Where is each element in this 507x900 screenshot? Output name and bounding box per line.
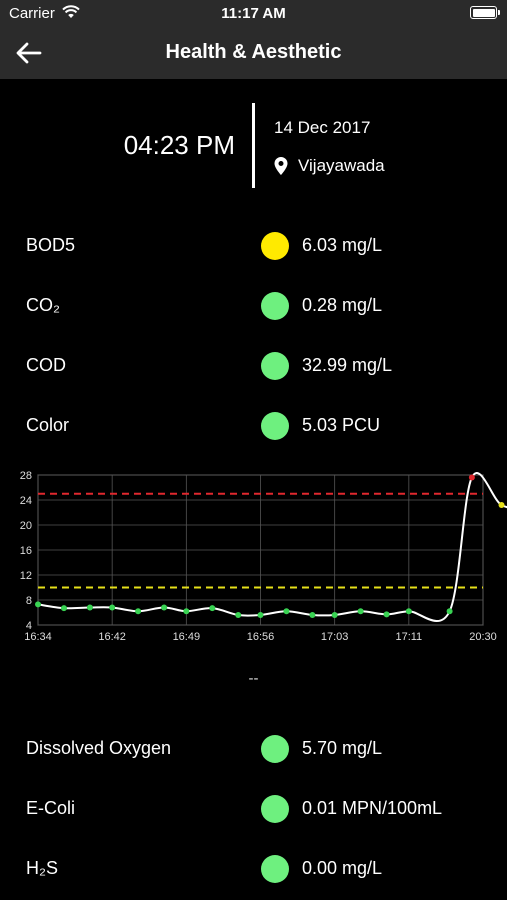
param-value: 5.70 mg/L: [302, 738, 383, 758]
data-point: [283, 608, 290, 615]
y-tick-label: 28: [20, 470, 32, 482]
param-row-color[interactable]: Color 5.03 PCU: [0, 406, 507, 446]
param-row-co2[interactable]: CO₂ 0.28 mg/L: [0, 286, 507, 326]
y-tick-label: 12: [20, 570, 32, 582]
y-tick-label: 24: [20, 495, 32, 507]
data-point: [35, 601, 41, 608]
data-point: [209, 605, 216, 612]
param-row-cod[interactable]: COD 32.99 mg/L: [0, 346, 507, 386]
location-pin-icon: [274, 157, 288, 175]
x-tick-label: 17:03: [321, 631, 349, 643]
param-label: E-Coli: [26, 798, 76, 818]
data-point: [161, 604, 168, 611]
y-tick-label: 20: [20, 520, 32, 532]
data-point: [405, 608, 412, 615]
param-row-h2s[interactable]: H₂S 0.00 mg/L: [0, 849, 507, 889]
status-bar: Carrier 11:17 AM: [0, 0, 507, 26]
status-dot: [261, 795, 289, 823]
param-value: 0.00 mg/L: [302, 858, 383, 878]
data-point: [357, 608, 364, 615]
data-point: [498, 502, 505, 508]
param-value: 32.99 mg/L: [302, 355, 393, 375]
status-dot: [261, 855, 289, 883]
param-value: 5.03 PCU: [302, 415, 381, 435]
y-tick-label: 8: [26, 595, 32, 607]
y-tick-label: 4: [26, 620, 32, 632]
param-label: BOD5: [26, 235, 76, 255]
reading-date: 14 Dec 2017: [274, 118, 371, 137]
status-dot: [261, 352, 289, 380]
trend-chart[interactable]: 4 8 12 16 20 24 28 16:34 16:42 16:49 16:56 17:03 17:…: [0, 460, 507, 660]
data-point: [383, 611, 390, 618]
x-tick-label: 16:56: [247, 631, 275, 643]
wifi-icon: [62, 5, 80, 18]
data-point: [309, 612, 316, 618]
arrow-left-icon[interactable]: [14, 38, 44, 68]
location-label: Vijayawada: [298, 156, 385, 175]
y-tick-label: 16: [20, 545, 32, 557]
param-row-e-coli[interactable]: E-Coli 0.01 MPN/100mL: [0, 789, 507, 829]
data-point: [446, 608, 453, 615]
carrier-label: Carrier: [9, 5, 55, 22]
param-label: Color: [26, 415, 70, 435]
param-value: 6.03 mg/L: [302, 235, 383, 255]
data-point: [60, 605, 67, 612]
status-dot: [261, 412, 289, 440]
status-dot: [261, 232, 289, 260]
data-point: [86, 604, 93, 611]
data-point: [468, 474, 475, 481]
data-point: [257, 612, 264, 618]
param-label: COD: [26, 355, 66, 375]
trend-chart-svg: 4 8 12 16 20 24 28 16:34 16:42 16:49 16:56 17:03 17:…: [20, 470, 507, 643]
battery-icon: [470, 6, 500, 19]
param-value: 0.28 mg/L: [302, 295, 383, 315]
status-time: 11:17 AM: [221, 5, 286, 22]
status-dot: [261, 292, 289, 320]
x-tick-label: 16:42: [98, 631, 126, 643]
vertical-divider: [252, 103, 255, 188]
data-point: [109, 604, 116, 611]
page-title: Health & Aesthetic: [165, 41, 342, 63]
x-tick-label: 16:34: [24, 631, 52, 643]
reading-time: 04:23 PM: [123, 130, 235, 160]
param-value: 0.01 MPN/100mL: [302, 798, 443, 818]
nav-bar: Health & Aesthetic: [0, 26, 507, 79]
param-label: CO₂: [26, 295, 60, 315]
reading-location: Vijayawada: [274, 156, 385, 176]
x-tick-label: 17:11: [395, 631, 422, 643]
x-tick-label: 20:30: [469, 631, 497, 643]
chart-caption: --: [248, 670, 259, 687]
param-label: Dissolved Oxygen: [26, 738, 172, 758]
data-point: [331, 612, 338, 618]
data-point: [235, 612, 242, 618]
data-point: [135, 608, 142, 615]
data-point: [183, 608, 190, 615]
series-line: [37, 472, 507, 623]
status-dot: [261, 735, 289, 763]
param-row-dissolved-oxygen[interactable]: Dissolved Oxygen 5.70 mg/L: [0, 729, 507, 769]
param-row-bod5[interactable]: BOD5 6.03 mg/L: [0, 226, 507, 266]
param-label: H₂S: [26, 858, 58, 878]
x-tick-label: 16:49: [173, 631, 201, 643]
